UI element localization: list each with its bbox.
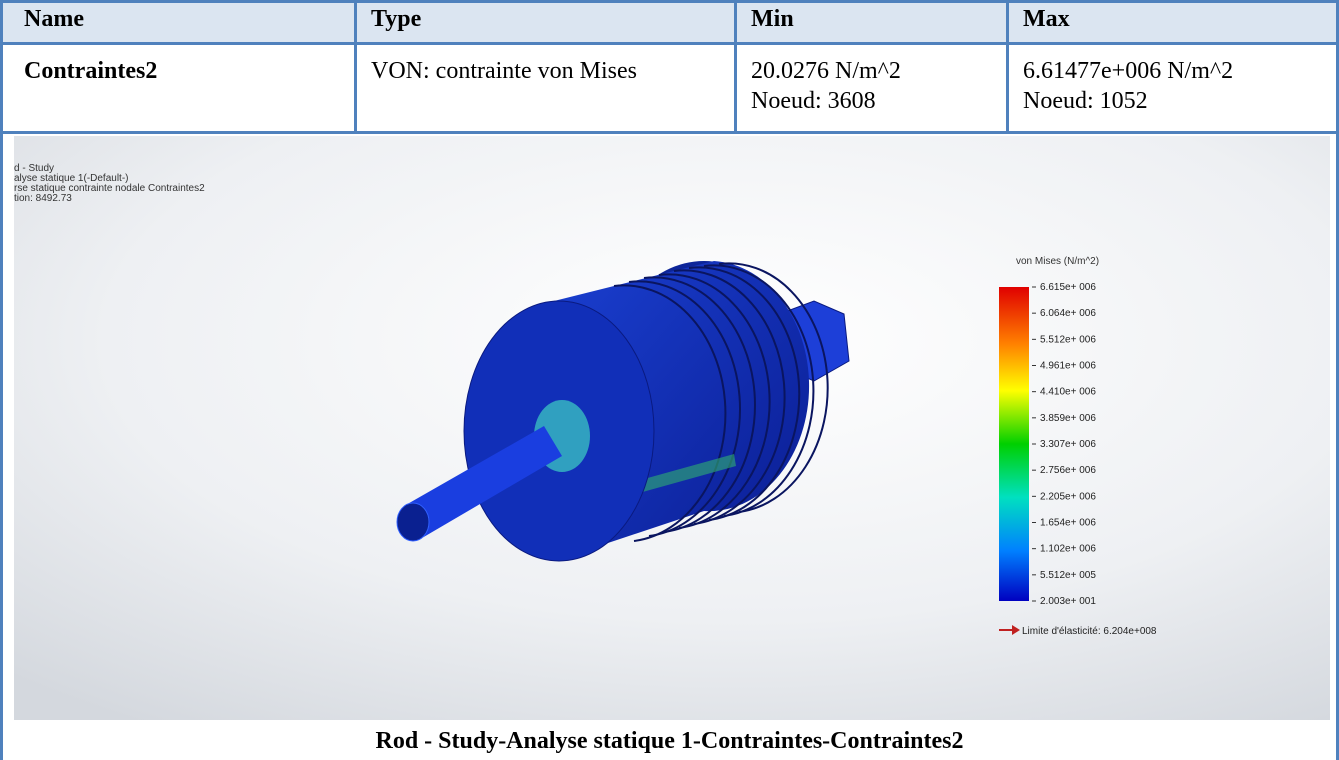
header-cell: Max [1007,0,1339,44]
legend-title: von Mises (N/m^2) [1016,256,1099,267]
legend-label: 2.003e+ 001 [1040,596,1096,607]
border [0,0,3,760]
legend-label: 4.961e+ 006 [1040,361,1096,372]
cell-line: Noeud: 3608 [751,86,995,116]
border [354,0,357,132]
cell-line: Contraintes2 [24,56,343,86]
yield-label: Limite d'élasticité: 6.204e+008 [1022,626,1157,637]
legend-label: 5.512e+ 005 [1040,570,1096,581]
info-text: tion: 8492.73 [14,193,72,204]
border [0,42,1339,45]
legend-label: 6.615e+ 006 [1040,282,1096,293]
legend-label: 2.756e+ 006 [1040,465,1096,476]
color-scale [999,287,1029,601]
border [1006,0,1009,132]
page: d - Studyalyse statique 1(-Default-)rse … [0,0,1339,760]
table-cell: Contraintes2 [0,44,355,132]
legend-label: 6.064e+ 006 [1040,308,1096,319]
cell-line: VON: contrainte von Mises [371,56,723,86]
legend-label: 1.654e+ 006 [1040,518,1096,529]
legend-label: 1.102e+ 006 [1040,544,1096,555]
legend-label: 2.205e+ 006 [1040,491,1096,502]
legend-label: 3.859e+ 006 [1040,413,1096,424]
header-cell: Type [355,0,735,44]
header-cell: Name [0,0,355,44]
legend-label: 4.410e+ 006 [1040,387,1096,398]
legend-label: 3.307e+ 006 [1040,439,1096,450]
shaft-end [397,503,429,541]
border [0,131,1339,134]
cell-line: 6.61477e+006 N/m^2 [1023,56,1327,86]
caption: Rod - Study-Analyse statique 1-Contraint… [0,728,1339,755]
header-cell: Min [735,0,1007,44]
legend-label: 5.512e+ 006 [1040,334,1096,345]
border [0,0,1339,3]
border [734,0,737,132]
table-cell: VON: contrainte von Mises [355,44,735,132]
cell-line: Noeud: 1052 [1023,86,1327,116]
cell-line: 20.0276 N/m^2 [751,56,995,86]
